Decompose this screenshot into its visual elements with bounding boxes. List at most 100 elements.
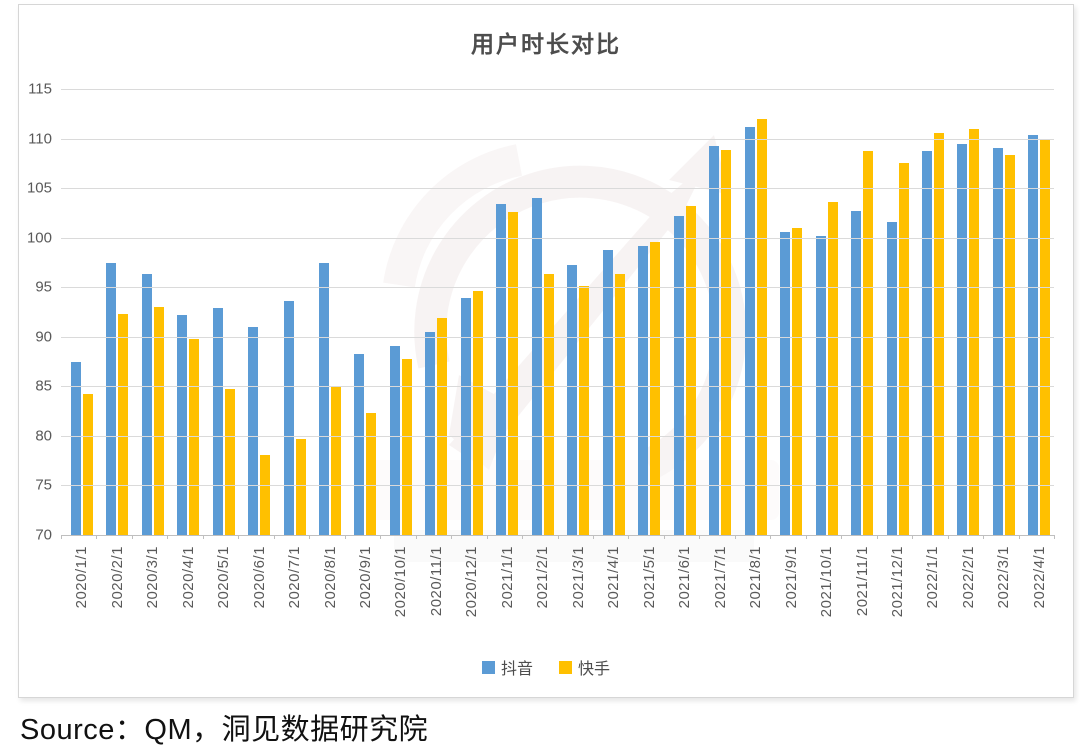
bar-kuaishou [224, 389, 235, 535]
bar-douyin [248, 326, 259, 535]
x-axis-tick-label: 2020/6/1 [250, 546, 268, 609]
x-axis-tick-label: 2022/1/1 [924, 546, 942, 609]
x-axis-tick-mark [592, 535, 594, 539]
x-label-cell: 2022/4/1 [1019, 546, 1054, 651]
x-axis-tick-mark [841, 535, 843, 539]
bar-group [948, 89, 983, 535]
x-axis-tick-mark [876, 535, 878, 539]
bar-group [664, 89, 699, 535]
y-axis-tick-label: 80 [35, 427, 52, 445]
x-axis-tick-mark [451, 535, 453, 539]
x-axis-tick-mark [486, 535, 488, 539]
x-label-cell: 2021/5/1 [629, 546, 664, 651]
bar-douyin [780, 231, 791, 535]
x-axis-tick-label: 2022/2/1 [959, 546, 977, 609]
gridline [61, 138, 1054, 140]
bar-kuaishou [685, 205, 696, 535]
bar-douyin [319, 263, 330, 535]
x-axis-tick-label: 2020/11/1 [427, 546, 445, 617]
gridline [61, 386, 1054, 388]
y-axis-tick-label: 105 [26, 179, 52, 197]
gridline [61, 485, 1054, 487]
bar-group [912, 89, 947, 535]
x-axis-tick-label: 2020/10/1 [392, 546, 410, 618]
x-axis-tick-mark [309, 535, 311, 539]
x-label-cell: 2020/6/1 [238, 546, 273, 651]
x-axis-tick-mark [238, 535, 240, 539]
x-axis-tick-label: 2021/2/1 [534, 546, 552, 609]
x-axis-tick-mark [96, 535, 98, 539]
bar-douyin [389, 345, 400, 535]
bar-douyin [957, 143, 968, 535]
legend-item-douyin: 抖音 [481, 655, 533, 679]
bar-kuaishou [331, 387, 342, 535]
x-axis-tick-label: 2020/1/1 [73, 546, 91, 609]
x-label-cell: 2021/9/1 [770, 546, 805, 651]
bar-kuaishou [295, 438, 306, 535]
bar-group [132, 89, 167, 535]
bar-group [238, 89, 273, 535]
bar-douyin [496, 203, 507, 535]
x-axis-tick-label: 2021/6/1 [676, 546, 694, 609]
x-axis-labels: 2020/1/1 2020/2/1 2020/3/1 2020/4/1 2020/5/1… [61, 546, 1054, 651]
x-label-cell: 2021/1/1 [487, 546, 522, 651]
x-axis-tick-mark [522, 535, 524, 539]
bar-douyin [673, 215, 684, 535]
x-axis-tick-mark [947, 535, 949, 539]
bar-douyin [602, 249, 613, 535]
bar-group [96, 89, 131, 535]
bar-douyin [106, 263, 117, 535]
bar-group [629, 89, 664, 535]
x-axis-tick-label: 2020/9/1 [356, 546, 374, 609]
bar-kuaishou [118, 313, 129, 535]
bar-kuaishou [614, 274, 625, 535]
gridline [61, 287, 1054, 289]
gridline [61, 435, 1054, 437]
bar-kuaishou [650, 241, 661, 535]
x-axis-tick-mark [131, 535, 133, 539]
bar-kuaishou [933, 132, 944, 535]
x-label-cell: 2020/7/1 [274, 546, 309, 651]
x-axis-tick-label: 2021/9/1 [782, 546, 800, 609]
bar-douyin [70, 361, 81, 535]
bar-douyin [354, 353, 365, 535]
x-label-cell: 2021/8/1 [735, 546, 770, 651]
chart-title: 用户时长对比 [471, 31, 621, 57]
x-axis-tick-label: 2020/12/1 [463, 546, 481, 618]
bar-kuaishou [82, 394, 93, 535]
x-axis-tick-mark [1018, 535, 1020, 539]
bar-kuaishou [543, 274, 554, 535]
x-axis-tick-mark [628, 535, 630, 539]
kuaishou-swatch-icon [559, 660, 572, 674]
x-label-cell: 2021/11/1 [841, 546, 876, 651]
bar-group [487, 89, 522, 535]
x-label-cell: 2020/2/1 [96, 546, 131, 651]
x-label-cell: 2020/4/1 [167, 546, 202, 651]
x-axis-tick-mark [1054, 535, 1055, 539]
douyin-swatch-icon [481, 660, 495, 674]
bar-douyin [851, 210, 862, 535]
bar-group [380, 89, 415, 535]
x-axis-tick-label: 2020/8/1 [321, 546, 339, 609]
x-axis-tick-mark [380, 535, 382, 539]
x-axis-tick-label: 2022/4/1 [1030, 546, 1048, 609]
x-axis-tick-label: 2021/5/1 [640, 546, 658, 609]
bar-douyin [460, 298, 471, 535]
bar-group [770, 89, 805, 535]
bar-kuaishou [721, 150, 732, 535]
y-axis-tick-label: 110 [28, 130, 52, 148]
x-axis-tick-label: 2020/5/1 [215, 546, 233, 609]
gridline [61, 89, 1054, 90]
gridline [61, 237, 1054, 239]
bar-douyin [1028, 134, 1039, 535]
x-axis-tick-mark [557, 535, 559, 539]
bar-group [274, 89, 309, 535]
x-label-cell: 2020/5/1 [203, 546, 238, 651]
bar-kuaishou [863, 151, 874, 535]
bar-group [699, 89, 734, 535]
bar-douyin [141, 274, 152, 535]
x-label-cell: 2021/12/1 [877, 546, 912, 651]
bar-kuaishou [401, 358, 412, 535]
y-axis-tick-label: 100 [26, 229, 52, 247]
x-axis-tick-mark [415, 535, 417, 539]
